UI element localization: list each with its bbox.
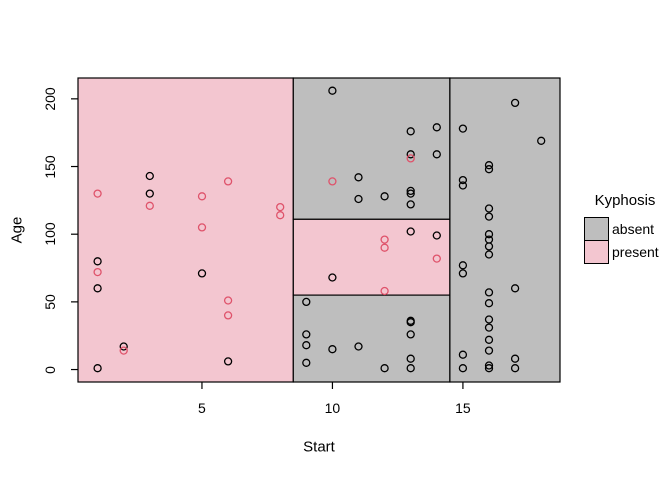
data-point-absent xyxy=(145,171,154,181)
data-point-absent xyxy=(406,189,415,198)
y-tick-label: 50 xyxy=(42,294,58,310)
data-point-absent xyxy=(145,189,154,198)
data-point-absent xyxy=(484,161,494,170)
data-point-absent xyxy=(354,173,363,182)
x-tick-label: 5 xyxy=(198,400,206,416)
data-point-absent xyxy=(406,186,415,196)
region-present xyxy=(77,77,294,383)
data-point-present xyxy=(328,177,337,186)
data-point-absent xyxy=(302,330,311,339)
data-point-absent xyxy=(510,98,520,108)
data-point-absent xyxy=(458,364,468,373)
data-point-absent xyxy=(484,364,494,373)
data-point-absent xyxy=(484,242,494,251)
y-tick-label: 100 xyxy=(42,222,58,246)
data-point-absent xyxy=(510,354,520,363)
data-point-absent xyxy=(406,127,415,136)
data-point-absent xyxy=(302,297,311,307)
legend-label-absent: absent xyxy=(612,221,655,237)
data-point-present xyxy=(276,211,285,220)
data-point-absent xyxy=(484,299,494,308)
data-point-absent xyxy=(458,350,468,359)
data-point-absent xyxy=(406,150,415,159)
data-point-absent xyxy=(302,358,311,367)
region-absent xyxy=(292,294,451,383)
y-tick-label: 200 xyxy=(42,87,58,111)
x-tick-label: 15 xyxy=(455,400,471,416)
y-tick-label: 150 xyxy=(42,154,58,179)
data-point-absent xyxy=(432,231,441,240)
data-point-absent xyxy=(93,284,102,293)
data-point-absent xyxy=(406,318,415,327)
data-point-absent xyxy=(484,165,494,174)
data-point-absent xyxy=(302,341,311,350)
data-point-absent xyxy=(510,364,520,373)
legend-label-present: present xyxy=(612,244,659,260)
data-point-absent xyxy=(406,364,415,373)
data-point-present xyxy=(197,192,207,201)
data-point-absent xyxy=(484,230,494,239)
region-present xyxy=(292,218,451,296)
data-point-absent xyxy=(380,192,389,201)
data-point-absent xyxy=(380,364,389,373)
data-point-absent xyxy=(458,269,468,278)
data-point-absent xyxy=(458,124,468,133)
region-absent xyxy=(292,77,451,220)
data-point-absent xyxy=(432,150,441,159)
data-point-present xyxy=(380,286,389,296)
data-point-absent xyxy=(223,357,233,366)
data-point-present xyxy=(380,243,389,252)
data-point-absent xyxy=(484,250,494,259)
data-point-absent xyxy=(354,194,363,204)
data-point-absent xyxy=(484,346,494,355)
data-point-present xyxy=(406,154,415,163)
data-point-absent xyxy=(484,335,494,344)
y-tick-label: 0 xyxy=(42,365,58,374)
data-point-present xyxy=(145,201,154,210)
data-point-absent xyxy=(328,273,337,282)
data-point-absent xyxy=(458,181,468,190)
data-point-absent xyxy=(537,136,546,145)
data-point-present xyxy=(223,296,233,305)
legend-title: Kyphosis xyxy=(594,192,656,209)
data-point-absent xyxy=(93,257,102,266)
x-axis-title: Start xyxy=(303,438,335,456)
data-point-absent xyxy=(484,204,494,213)
legend-swatch-present xyxy=(584,240,609,264)
data-point-absent xyxy=(484,288,494,297)
data-point-present xyxy=(93,267,102,277)
data-point-absent xyxy=(406,354,415,363)
data-point-absent xyxy=(119,342,128,351)
data-point-absent xyxy=(328,345,337,354)
data-point-present xyxy=(276,202,285,212)
data-point-present xyxy=(197,223,207,232)
data-point-present xyxy=(223,311,233,320)
data-point-absent xyxy=(406,200,415,209)
data-point-absent xyxy=(458,175,468,185)
data-point-absent xyxy=(328,86,337,95)
data-point-absent xyxy=(484,212,494,221)
data-point-present xyxy=(432,254,441,263)
region-absent xyxy=(449,77,561,383)
data-point-absent xyxy=(197,269,207,278)
legend-swatch-absent xyxy=(584,217,609,241)
data-point-present xyxy=(223,177,233,186)
y-axis-title: Age xyxy=(8,216,26,244)
data-point-absent xyxy=(406,330,415,339)
data-point-absent xyxy=(354,342,363,351)
data-point-absent xyxy=(458,261,468,270)
data-point-absent xyxy=(484,315,494,324)
data-point-absent xyxy=(432,123,441,132)
data-point-absent xyxy=(93,364,102,373)
data-point-present xyxy=(380,235,389,244)
data-point-absent xyxy=(406,227,415,236)
x-tick-label: 10 xyxy=(324,400,341,416)
data-point-absent xyxy=(484,361,494,370)
data-point-present xyxy=(119,346,128,355)
data-point-absent xyxy=(484,323,494,332)
data-point-absent xyxy=(510,284,520,293)
data-point-present xyxy=(93,189,102,198)
